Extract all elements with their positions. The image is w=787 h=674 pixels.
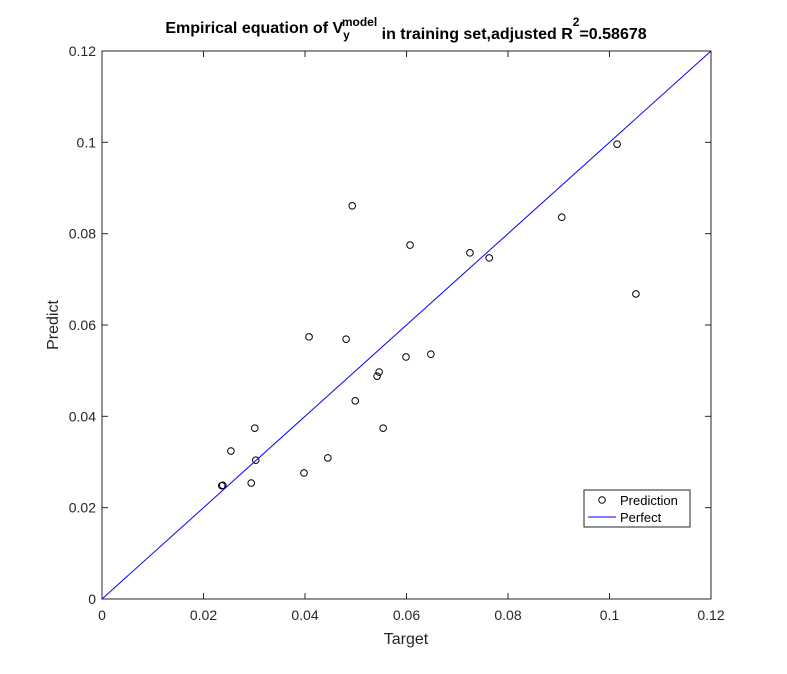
y-tick-label: 0.06 [69, 317, 96, 333]
data-point [247, 479, 256, 487]
y-tick-label: 0.04 [69, 408, 96, 424]
y-tick-label: 0 [88, 591, 96, 607]
x-tick-label: 0.02 [190, 607, 217, 623]
title-part: in training set,adjusted R [377, 26, 573, 43]
data-point [375, 368, 383, 376]
x-tick-label: 0.08 [494, 607, 521, 623]
x-tick-label: 0 [98, 607, 106, 623]
legend-label: Prediction [620, 493, 678, 508]
x-axis-label: Target [384, 631, 429, 648]
x-tick-label: 0.1 [600, 607, 620, 623]
x-tick-label: 0.12 [697, 607, 724, 623]
data-point [218, 481, 227, 490]
data-point [348, 202, 356, 210]
y-tick-label: 0.02 [69, 500, 96, 516]
y-tick-label: 0.12 [69, 43, 96, 59]
data-point [324, 454, 332, 462]
title-part: y [343, 28, 350, 42]
data-point [427, 350, 435, 359]
y-tick-label: 0.1 [77, 134, 97, 150]
data-point [351, 397, 360, 405]
data-point [613, 140, 621, 148]
data-point [379, 424, 387, 433]
y-axis-label: Predict [45, 300, 62, 350]
title-part: 2 [573, 15, 580, 29]
data-point [300, 469, 308, 477]
data-point [251, 456, 260, 464]
data-point [466, 249, 474, 257]
data-point [557, 213, 566, 222]
data-point [406, 241, 414, 249]
data-point [632, 290, 640, 298]
data-point [227, 447, 235, 455]
data-point [373, 372, 381, 380]
data-point [342, 335, 350, 343]
x-tick-label: 0.06 [393, 607, 420, 623]
title-part: =0.58678 [579, 26, 646, 43]
title-part: model [342, 15, 377, 29]
data-point [485, 254, 494, 262]
legend-marker [598, 496, 606, 504]
x-tick-label: 0.04 [291, 607, 318, 623]
title-part: Empirical equation of V [165, 20, 343, 37]
y-tick-label: 0.08 [69, 226, 96, 242]
data-point [250, 424, 259, 433]
data-line [101, 50, 712, 600]
chart-title: Empirical equation of Vymodel in trainin… [165, 15, 646, 43]
data-point [402, 353, 410, 361]
legend-box [583, 489, 691, 528]
legend-label: Perfect [620, 510, 662, 525]
data-point [305, 333, 313, 341]
